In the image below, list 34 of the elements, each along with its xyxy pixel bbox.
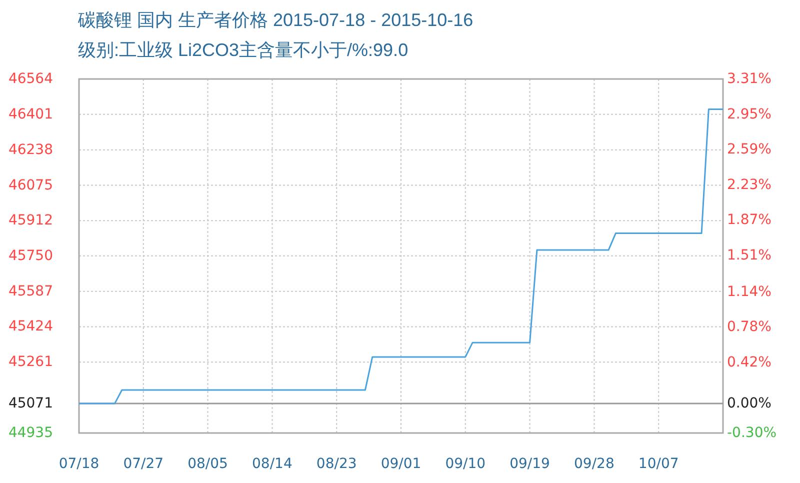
x-tick-label: 08/14 [252, 456, 292, 472]
x-tick-label: 07/18 [58, 456, 100, 472]
x-tick-label: 07/27 [123, 456, 164, 472]
y-tick-label: 45261 [8, 354, 53, 370]
y-tick-label: 46564 [8, 71, 54, 87]
x-tick-label: 08/23 [316, 456, 357, 472]
y-tick-label: 45912 [8, 212, 53, 229]
x-tick-label: 09/28 [574, 456, 614, 472]
y2-tick-label: 2.23% [727, 176, 772, 193]
x-tick-label: 09/01 [380, 456, 422, 472]
y2-tick-label: 1.51% [727, 248, 772, 264]
y-tick-label: 44935 [8, 425, 53, 441]
y-tick-label: 45424 [8, 318, 54, 335]
y2-tick-label: 0.78% [727, 319, 772, 336]
x-tick-label: 09/19 [510, 456, 550, 472]
y2-tick-label: 0.42% [727, 354, 772, 370]
y-tick-label: 46075 [8, 177, 53, 194]
subtitle: 级别:工业级 Li2CO3主含量不小于/%:99.0 [78, 40, 408, 60]
y-tick-label: 46401 [8, 106, 53, 122]
y-tick-label: 46238 [8, 142, 53, 158]
y2-tick-label: -0.30% [727, 425, 777, 441]
x-tick-label: 10/07 [638, 456, 679, 472]
x-tick-label: 09/10 [445, 456, 486, 472]
x-tick-label: 08/05 [188, 456, 228, 472]
y2-tick-label: 2.59% [727, 142, 772, 158]
y2-tick-label: 3.31% [727, 71, 772, 87]
y2-tick-label: 2.95% [727, 106, 772, 122]
y-tick-label: 45587 [8, 283, 53, 300]
y2-tick-label: 1.14% [727, 284, 772, 300]
y2-tick-label: 1.87% [727, 212, 772, 228]
title: 碳酸锂 国内 生产者价格 2015-07-18 - 2015-10-16 [78, 10, 474, 30]
y-tick-label: 45071 [8, 395, 53, 412]
y-tick-label: 45750 [8, 248, 53, 264]
y2-tick-label: 0.00% [727, 396, 772, 412]
